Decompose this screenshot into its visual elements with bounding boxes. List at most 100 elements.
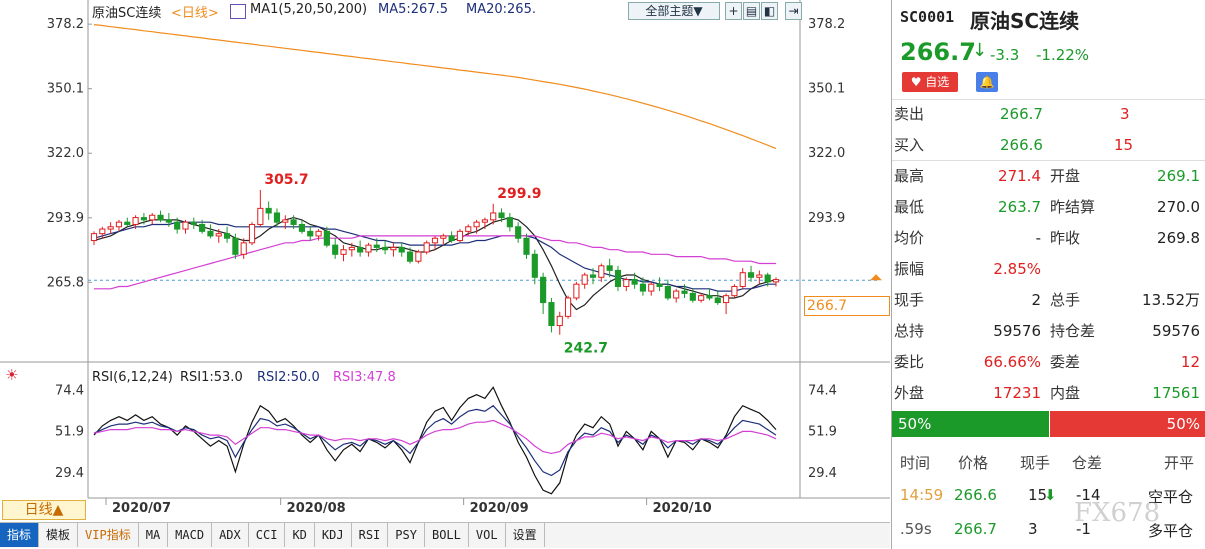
tab-1[interactable]: 模板 <box>39 523 79 547</box>
trade-type: 多平仓 <box>1148 522 1194 540</box>
candle-body <box>149 214 156 221</box>
candle-body <box>282 219 289 223</box>
candle-body <box>564 297 572 317</box>
candle-body <box>298 223 306 232</box>
stats-row: 均价 - 昨收 269.8 <box>892 223 1205 253</box>
candle-body <box>90 233 98 242</box>
candle-body <box>140 217 147 221</box>
tab-4[interactable]: MACD <box>168 523 213 547</box>
candle-body <box>323 230 330 246</box>
candle-body <box>207 230 214 237</box>
ask-volume: 3 <box>1120 105 1130 123</box>
split-icon[interactable]: ◧ <box>761 2 778 20</box>
candle-body <box>315 230 322 237</box>
alert-bell-icon[interactable]: 🔔 <box>976 72 998 92</box>
tab-12[interactable]: VOL <box>469 523 506 547</box>
theme-dropdown[interactable]: 全部主题▼ <box>628 2 720 20</box>
price-tick-label-left: 378.2 <box>47 17 84 32</box>
candle-body <box>132 217 139 225</box>
candle-body <box>772 279 780 283</box>
tab-5[interactable]: ADX <box>212 523 249 547</box>
tab-13[interactable]: 设置 <box>506 523 545 547</box>
tab-0[interactable]: 指标 <box>0 523 40 547</box>
candle-body <box>165 219 172 223</box>
rsi3-value: RSI3:47.8 <box>333 370 396 385</box>
price-tick-label-right: 322.0 <box>808 146 845 161</box>
stat-l1: 均价 <box>894 229 925 247</box>
tab-10[interactable]: PSY <box>388 523 425 547</box>
candle-body <box>639 283 647 292</box>
stat-v2: 17561 <box>1152 384 1200 402</box>
stat-v1: 66.66% <box>983 353 1041 371</box>
outer-ratio-label: 50% <box>898 415 932 433</box>
add-favorite-button[interactable]: ♥ 自选 <box>902 72 958 92</box>
trade-price: 266.6 <box>954 486 997 504</box>
price-tick-label-right: 293.9 <box>808 211 845 226</box>
stat-v1: 263.7 <box>998 198 1041 216</box>
tab-8[interactable]: KDJ <box>315 523 352 547</box>
stat-v2: 269.8 <box>1157 229 1200 247</box>
rsi-tick-label-left: 51.9 <box>55 425 84 440</box>
ma5-value: MA5:267.5 <box>378 2 448 17</box>
time-tick-label: 2020/08 <box>287 501 346 516</box>
chart-area[interactable]: 378.2 378.2 350.1 350.1 322.0 322.0 293.9 293.9… <box>0 0 890 520</box>
bid-label: 买入 <box>894 136 925 154</box>
candle-body <box>431 237 439 244</box>
candle-body <box>182 221 189 230</box>
stat-v2: 12 <box>1180 353 1200 371</box>
ask-price: 266.7 <box>1000 105 1043 123</box>
stat-v2: 59576 <box>1152 322 1200 340</box>
bid-price: 266.6 <box>1000 136 1043 154</box>
stat-v1: 271.4 <box>998 167 1041 185</box>
tab-6[interactable]: CCI <box>249 523 286 547</box>
stat-v1: 59576 <box>993 322 1041 340</box>
time-tick-label: 2020/10 <box>653 501 712 516</box>
candle-body <box>215 233 222 237</box>
kline-chart[interactable]: 378.2 378.2 350.1 350.1 322.0 322.0 293.9 293.9… <box>0 0 890 520</box>
candle-body <box>623 279 630 287</box>
tab-3[interactable]: MA <box>139 523 169 547</box>
rsi-title: RSI(6,12,24) <box>92 370 173 385</box>
candle-body <box>423 242 430 253</box>
price-tick-label-right: 378.2 <box>808 17 845 32</box>
inner-ratio-label: 50% <box>1166 415 1200 433</box>
trade-type: 空平仓 <box>1148 488 1194 506</box>
tab-7[interactable]: KD <box>285 523 315 547</box>
candle-body <box>448 235 455 242</box>
bid-volume: 15 <box>1114 136 1134 154</box>
candle-body <box>357 246 364 253</box>
tab-2[interactable]: VIP指标 <box>78 523 139 547</box>
period-button[interactable]: 日线▲ <box>2 500 86 520</box>
stat-v1: 2.85% <box>993 260 1041 278</box>
trade-header-cell: 仓差 <box>1072 454 1103 472</box>
fullscreen-icon[interactable]: ⇥ <box>785 2 802 20</box>
rsi-line-rsi2 <box>93 404 777 477</box>
candle-body <box>723 295 730 304</box>
candle-body <box>498 212 505 219</box>
last-price-marker-icon <box>870 274 882 281</box>
candle-body <box>456 230 464 242</box>
rsi-tick-label-left: 29.4 <box>55 466 84 481</box>
candle-body <box>248 223 256 244</box>
ma-indicator-icon[interactable] <box>230 4 246 19</box>
tab-9[interactable]: RSI <box>352 523 389 547</box>
trade-header-cell: 现手 <box>1020 454 1051 472</box>
candle-body <box>739 272 746 287</box>
price-tick-label-left: 293.9 <box>47 211 84 226</box>
stat-l1: 外盘 <box>894 384 925 402</box>
crosshair-icon[interactable]: + <box>725 2 742 20</box>
rsi1-value: RSI1:53.0 <box>180 370 243 385</box>
indicator-settings-icon[interactable]: ☀ <box>5 366 19 384</box>
candle-body <box>523 237 530 255</box>
ma20-value: MA20:265. <box>466 2 536 17</box>
candle-body <box>731 285 738 297</box>
tab-11[interactable]: BOLL <box>425 523 469 547</box>
chart-period-label[interactable]: <日线> <box>171 6 219 21</box>
candle-body <box>390 246 397 251</box>
stat-v1: 2 <box>1031 291 1041 309</box>
layout-icon[interactable]: ▤ <box>743 2 760 20</box>
ma-line-ma50 <box>94 235 776 290</box>
candle-body <box>373 244 380 248</box>
candle-body <box>606 265 613 271</box>
candle-body <box>398 246 405 253</box>
